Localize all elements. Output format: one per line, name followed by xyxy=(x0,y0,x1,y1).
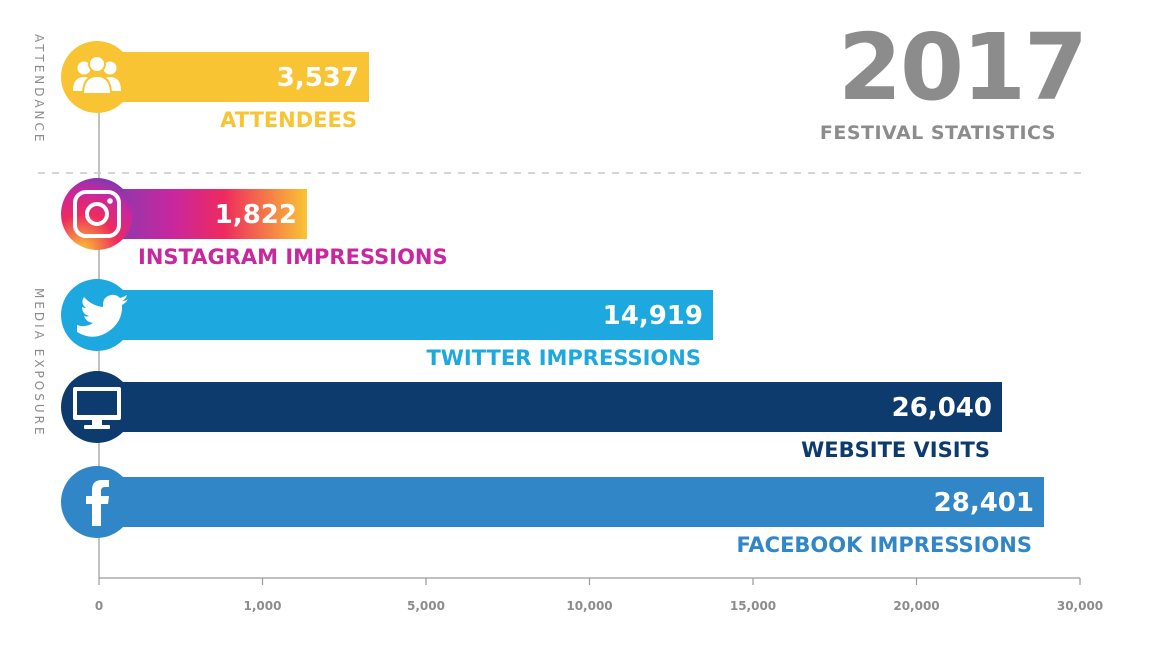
monitor-icon xyxy=(73,387,121,429)
category-label: WEBSITE VISITS xyxy=(801,438,990,462)
value-label: 3,537 xyxy=(277,63,359,93)
x-tick-label: 15,000 xyxy=(730,599,776,613)
value-label: 14,919 xyxy=(603,301,703,331)
bar xyxy=(99,290,713,340)
instagram-icon xyxy=(73,190,121,238)
page-subtitle: FESTIVAL STATISTICS xyxy=(819,122,1056,144)
bar xyxy=(99,189,307,239)
icon-circle xyxy=(61,178,133,250)
bar xyxy=(99,52,369,102)
value-label: 26,040 xyxy=(892,393,992,423)
facebook-icon xyxy=(86,480,109,526)
x-tick-label: 10,000 xyxy=(566,599,612,613)
x-tick-label: 30,000 xyxy=(1057,599,1103,613)
bar xyxy=(99,382,1002,432)
twitter-icon xyxy=(77,294,128,337)
category-label: ATTENDEES xyxy=(220,108,357,132)
category-label: FACEBOOK IMPRESSIONS xyxy=(736,533,1032,557)
value-label: 1,822 xyxy=(215,200,297,230)
section-label-media: MEDIA EXPOSURE xyxy=(32,288,46,438)
x-tick-label: 1,000 xyxy=(244,599,282,613)
x-tick-label: 0 xyxy=(95,599,103,613)
x-tick-label: 5,000 xyxy=(407,599,445,613)
year-title: 2017 xyxy=(837,14,1088,121)
value-label: 28,401 xyxy=(934,488,1034,518)
category-label: TWITTER IMPRESSIONS xyxy=(426,346,701,370)
category-label: INSTAGRAM IMPRESSIONS xyxy=(138,245,448,269)
section-label-attendance: ATTENDANCE xyxy=(32,34,46,145)
x-tick-label: 20,000 xyxy=(893,599,939,613)
bar xyxy=(99,477,1044,527)
group-icon xyxy=(73,55,121,95)
